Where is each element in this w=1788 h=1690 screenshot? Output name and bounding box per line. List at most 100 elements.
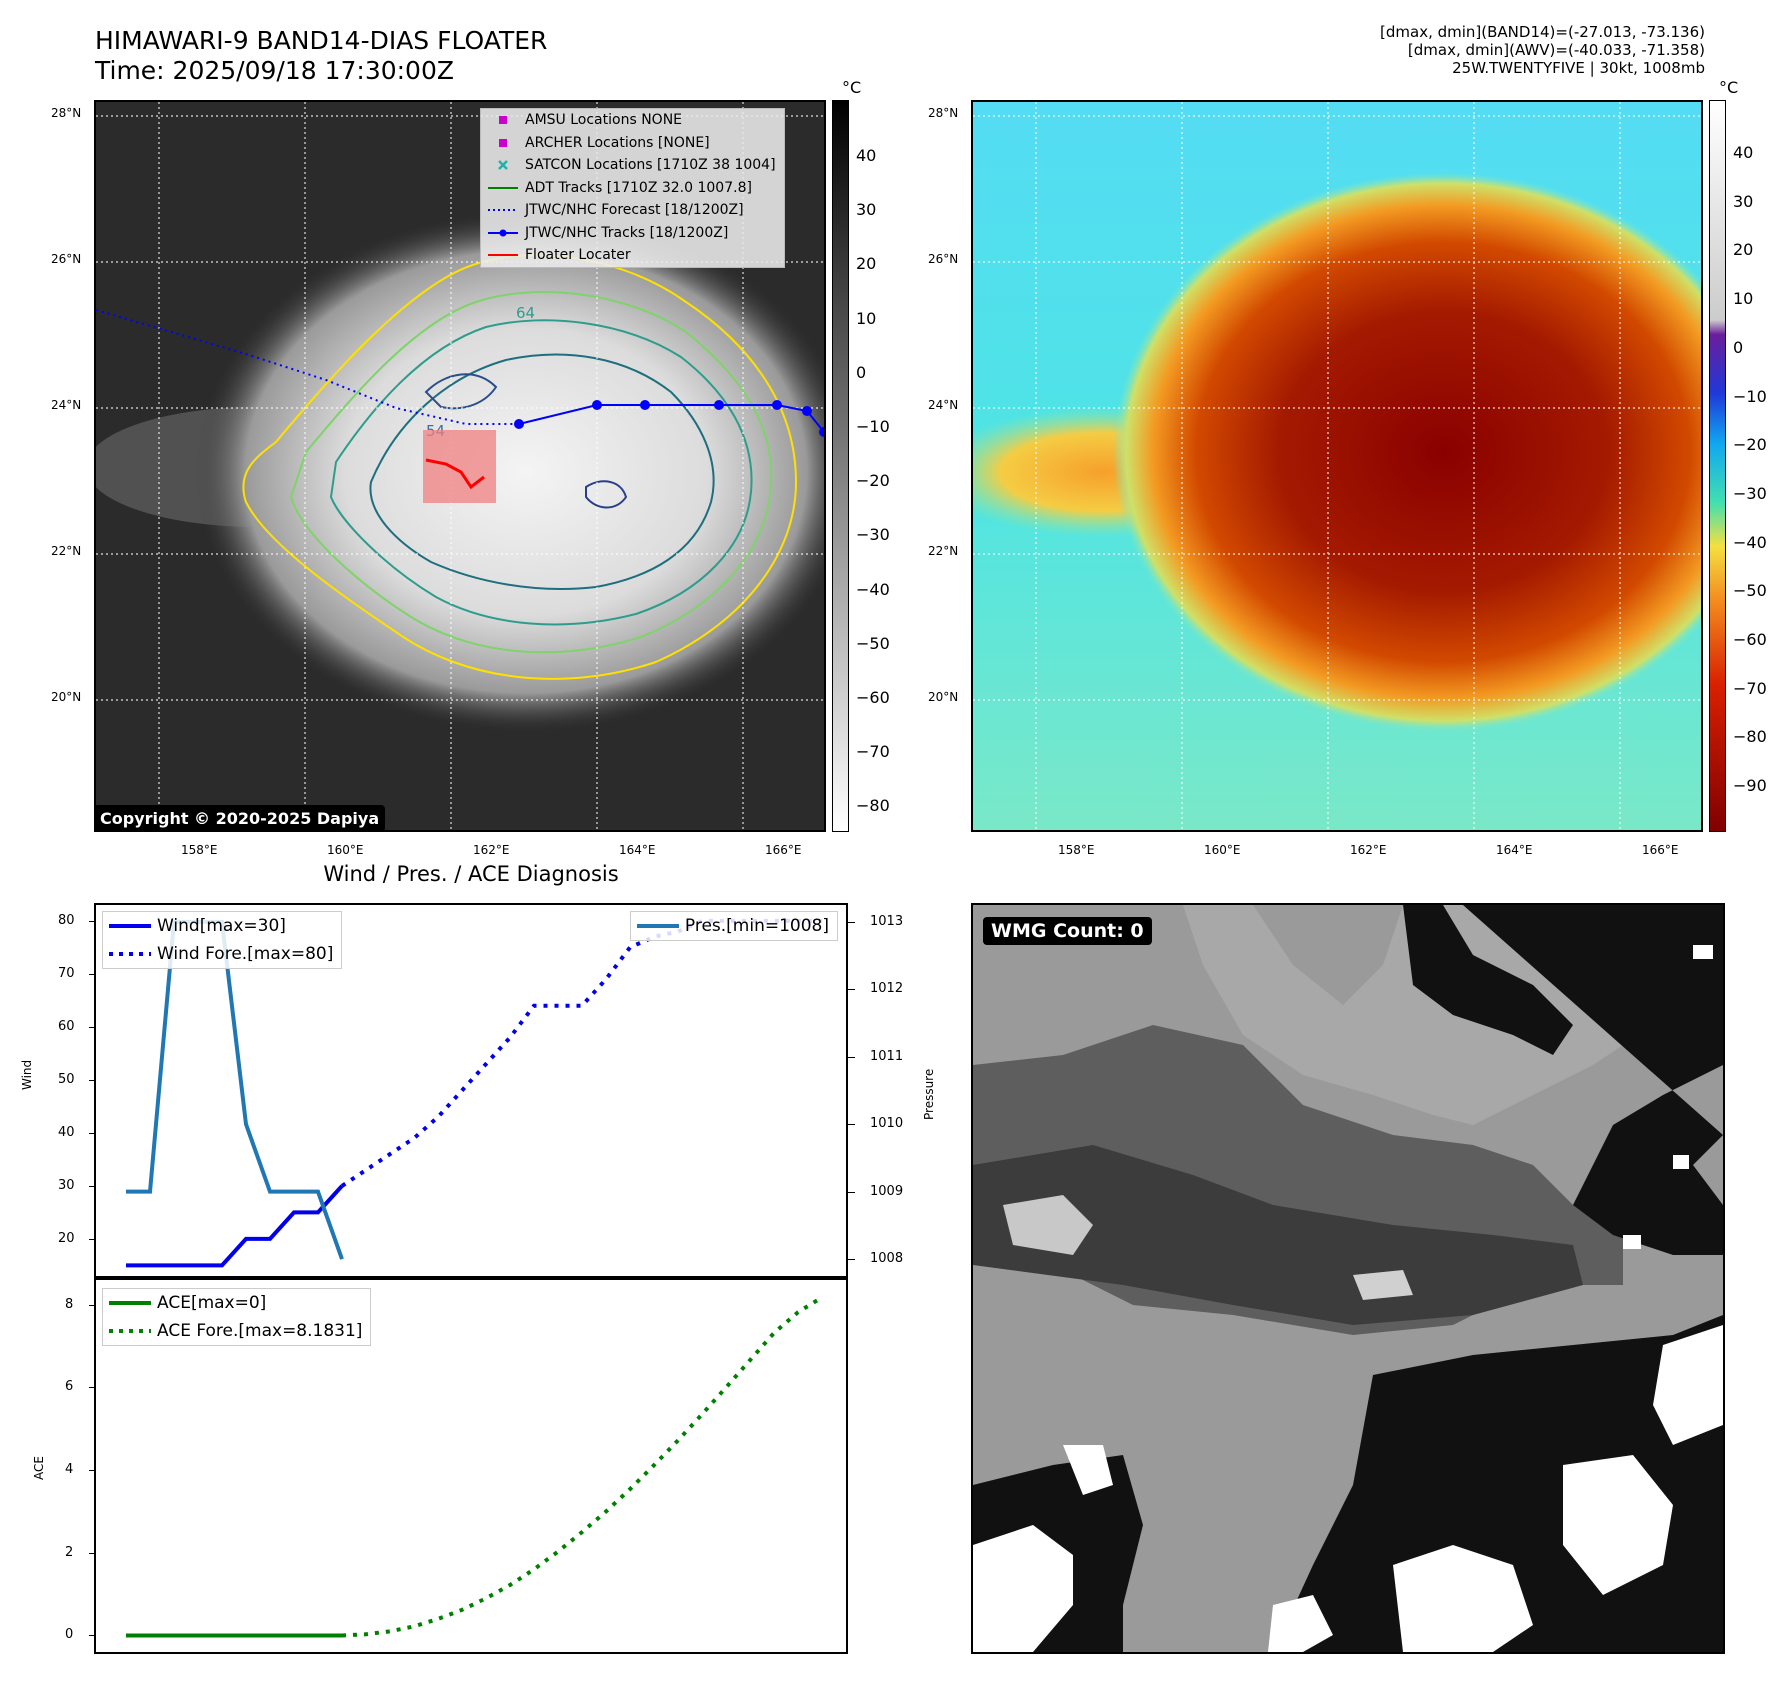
wmg-black-region-ne	[1463, 905, 1723, 1255]
contour-yellow	[242, 254, 798, 680]
pressure-ytick: 1013	[870, 913, 904, 929]
pressure-ytick: 1011	[870, 1048, 904, 1064]
track-point	[514, 419, 524, 429]
chart-legend-item: ACE[max=0]	[103, 1289, 370, 1317]
ace-axis-label: ACE	[32, 1456, 46, 1480]
chart-legend-symbol-icon	[103, 1298, 157, 1308]
lon-label: 164°E	[619, 843, 656, 857]
chart-legend-symbol-icon	[631, 921, 685, 931]
info-line-2: [dmax, dmin](AWV)=(-40.033, -71.358)	[1407, 41, 1705, 59]
lon-label: 160°E	[1204, 843, 1241, 857]
ace-ytick-mark	[89, 1635, 95, 1637]
lat-label: 24°N	[51, 398, 82, 412]
right-colorbar-tick: −30	[1733, 483, 1767, 503]
right-colorbar-tick: 20	[1733, 240, 1754, 260]
pressure-ytick-mark	[848, 1191, 855, 1193]
right-colorbar-tick: −90	[1733, 776, 1767, 796]
wmg-white-pixel-2	[1673, 1155, 1689, 1169]
legend-symbol-icon	[481, 227, 525, 239]
wind-ytick: 20	[58, 1230, 75, 1246]
lon-label: 162°E	[473, 843, 510, 857]
left-colorbar-tick: −40	[856, 579, 890, 599]
wmg-white-region-sw	[973, 1525, 1073, 1652]
info-line-3: 25W.TWENTYFIVE | 30kt, 1008mb	[1452, 59, 1705, 77]
track-point	[640, 400, 650, 410]
series-line	[126, 1184, 344, 1268]
pressure-ytick-mark	[848, 1259, 855, 1261]
chart-legend-item: ACE Fore.[max=8.1831]	[103, 1317, 370, 1345]
legend-symbol-icon	[481, 204, 525, 216]
left-colorbar-tick: −80	[856, 796, 890, 816]
awv-storm	[1113, 172, 1701, 732]
wind-ytick-mark	[89, 1132, 95, 1134]
wind-ytick-mark	[89, 1185, 95, 1187]
lat-label: 24°N	[928, 398, 959, 412]
lat-label: 20°N	[928, 690, 959, 704]
lon-label: 162°E	[1350, 843, 1387, 857]
left-colorbar-unit: °C	[842, 78, 862, 97]
series-line	[340, 918, 822, 1188]
wind-ytick-mark	[89, 1026, 95, 1028]
legend-item: JTWC/NHC Tracks [18/1200Z]	[481, 222, 784, 245]
wmg-light-patch	[1003, 1195, 1093, 1255]
left-colorbar-tick: 10	[856, 308, 877, 328]
legend-item: Floater Locater	[481, 244, 784, 267]
legend-label: JTWC/NHC Forecast [18/1200Z]	[525, 202, 744, 219]
ace-ytick-mark	[89, 1470, 95, 1472]
pressure-legend: Pres.[min=1008]	[629, 911, 838, 941]
pressure-ytick-mark	[848, 921, 855, 923]
right-colorbar-tick: 10	[1733, 289, 1754, 309]
lat-label: 26°N	[51, 252, 82, 266]
wmg-white-pixel-3	[1623, 1235, 1641, 1249]
ace-ytick-mark	[89, 1552, 95, 1554]
wind-ytick: 80	[58, 912, 75, 928]
left-colorbar	[832, 100, 849, 832]
lat-label: 28°N	[51, 106, 82, 120]
lat-label: 22°N	[928, 544, 959, 558]
wind-ytick: 40	[58, 1124, 75, 1140]
wind-ytick-mark	[89, 973, 95, 975]
wind-ytick: 70	[58, 965, 75, 981]
ir-map-left: 64 54 Copyright © 2020-2025 Dapiya AMSU …	[94, 100, 826, 832]
legend-item: ADT Tracks [1710Z 32.0 1007.8]	[481, 177, 784, 200]
contour-deep-teal	[369, 353, 715, 590]
ace-ytick: 0	[65, 1627, 74, 1643]
awv-map-canvas	[973, 102, 1701, 830]
ace-ytick: 8	[65, 1296, 74, 1312]
contour-teal	[329, 319, 753, 626]
track-point	[592, 400, 602, 410]
right-colorbar-unit: °C	[1719, 78, 1739, 97]
wmg-white-patch-5	[1268, 1595, 1333, 1652]
lon-label: 166°E	[1642, 843, 1679, 857]
right-colorbar-tick: 0	[1733, 337, 1744, 357]
legend-label: SATCON Locations [1710Z 38 1004]	[525, 157, 776, 174]
legend-symbol-icon	[481, 114, 525, 126]
floater-locater-track	[425, 458, 485, 490]
legend-symbol-icon	[481, 137, 525, 149]
title-line-1: HIMAWARI-9 BAND14-DIAS FLOATER	[95, 26, 548, 55]
legend-symbol-icon	[481, 159, 525, 171]
wmg-black-region-n	[1403, 905, 1573, 1055]
left-colorbar-tick: 0	[856, 362, 867, 382]
chart-legend-label: Wind Fore.[max=80]	[157, 944, 334, 964]
right-colorbar-tick: −60	[1733, 630, 1767, 649]
wmg-white-pixel-1	[1693, 945, 1713, 959]
wind-ytick: 30	[58, 1177, 75, 1193]
lon-label: 158°E	[181, 843, 218, 857]
chart-legend-item: Wind[max=30]	[103, 912, 341, 940]
right-colorbar-tick: −70	[1733, 678, 1767, 698]
track-point	[772, 400, 782, 410]
wmg-light-patch-2	[1353, 1270, 1413, 1300]
left-colorbar-tick: 30	[856, 200, 877, 220]
lon-label: 166°E	[765, 843, 802, 857]
awv-map-right	[971, 100, 1703, 832]
awv-gridlines	[973, 102, 1701, 830]
wmg-white-patch-3	[1563, 1455, 1673, 1595]
wmg-canvas	[973, 905, 1723, 1652]
ace-ytick: 4	[65, 1462, 74, 1478]
chart-legend-label: Wind[max=30]	[157, 916, 286, 936]
jtwc-track-points	[514, 400, 824, 437]
left-colorbar-tick: −30	[856, 525, 890, 545]
chart-legend-label: ACE Fore.[max=8.1831]	[157, 1321, 363, 1341]
pressure-ytick: 1012	[870, 981, 904, 997]
